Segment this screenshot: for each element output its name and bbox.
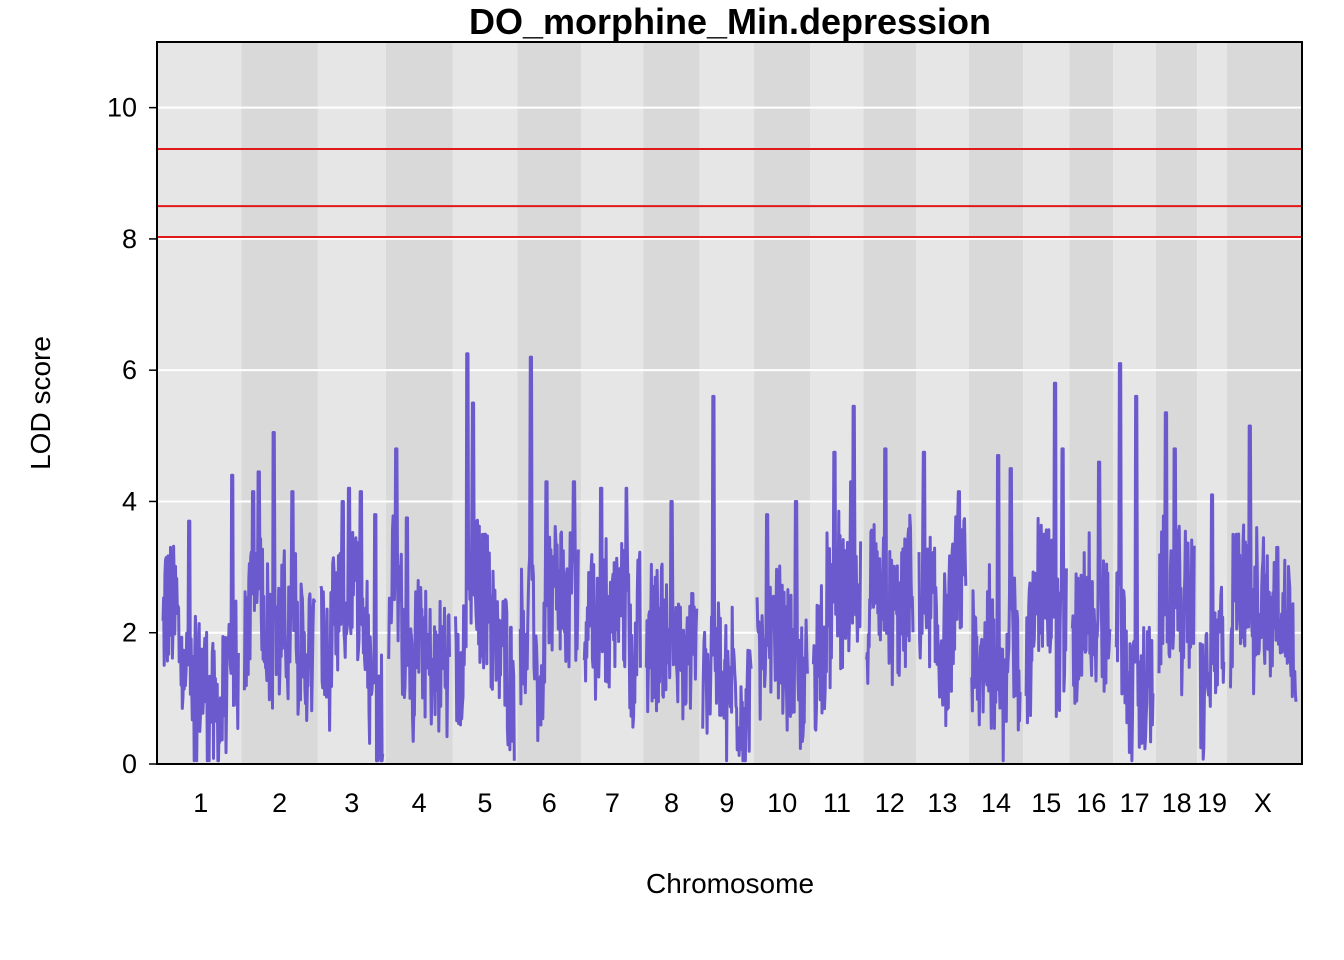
x-tick-chr-X: X [1254, 788, 1272, 818]
lod-line-chr-9 [701, 394, 753, 763]
x-tick-chr-15: 15 [1031, 788, 1061, 818]
lod-line-chr-8 [644, 500, 699, 721]
x-tick-chr-16: 16 [1076, 788, 1106, 818]
lod-line-chr-14 [970, 454, 1022, 763]
x-tick-chr-10: 10 [767, 788, 797, 818]
y-tick-label-6: 6 [122, 355, 137, 385]
lod-line-chr-18 [1157, 411, 1196, 697]
y-tick-label-8: 8 [122, 224, 137, 254]
x-tick-chr-18: 18 [1162, 788, 1192, 818]
y-axis-ticks: 0 2 4 6 8 10 [107, 93, 157, 779]
lod-line-chr-10 [755, 500, 809, 750]
x-tick-chr-6: 6 [542, 788, 557, 818]
x-tick-chr-17: 17 [1120, 788, 1150, 818]
x-axis-label: Chromosome [646, 868, 814, 899]
y-tick-label-10: 10 [107, 93, 137, 123]
lod-line-chr-3 [319, 486, 385, 763]
lod-line-chr-6 [518, 355, 580, 743]
lod-line-chr-1 [161, 473, 240, 763]
x-tick-chr-5: 5 [477, 788, 492, 818]
x-tick-chr-9: 9 [719, 788, 734, 818]
x-tick-chr-12: 12 [875, 788, 905, 818]
lod-line-chr-12 [865, 447, 915, 687]
lod-line-chr-5 [454, 352, 516, 761]
x-axis-ticks: 1 2 3 4 5 6 7 8 9 10 11 12 13 14 15 16 17 18 19 X [193, 788, 1272, 818]
x-tick-chr-2: 2 [272, 788, 287, 818]
x-tick-chr-7: 7 [605, 788, 620, 818]
x-tick-chr-11: 11 [823, 788, 851, 818]
lod-line-chr-19 [1198, 493, 1226, 761]
lod-line-chr-11 [811, 404, 863, 732]
x-tick-chr-3: 3 [344, 788, 359, 818]
lod-line-chr-16 [1070, 460, 1112, 705]
lod-line-chr-17 [1114, 362, 1155, 763]
y-tick-label-0: 0 [122, 749, 137, 779]
threshold-lines [157, 147, 1302, 238]
x-tick-chr-1: 1 [193, 788, 208, 818]
chart-title: DO_morphine_Min.depression [469, 1, 991, 42]
lod-line-chr-2 [242, 431, 317, 722]
y-tick-label-4: 4 [122, 486, 137, 516]
y-tick-label-2: 2 [122, 618, 137, 648]
lod-line-chr-15 [1024, 381, 1068, 725]
lod-line-chr-4 [387, 447, 451, 743]
lod-line-chr-X [1229, 424, 1298, 702]
y-axis-label: LOD score [25, 336, 56, 470]
x-tick-chr-8: 8 [664, 788, 679, 818]
plot-frame [156, 41, 1303, 765]
lod-line-chr-13 [917, 450, 968, 728]
x-tick-chr-14: 14 [981, 788, 1011, 818]
x-tick-chr-19: 19 [1197, 788, 1227, 818]
lod-series [161, 352, 1298, 763]
x-tick-chr-4: 4 [412, 788, 427, 818]
x-tick-chr-13: 13 [927, 788, 957, 818]
lod-line-chr-7 [582, 486, 642, 729]
